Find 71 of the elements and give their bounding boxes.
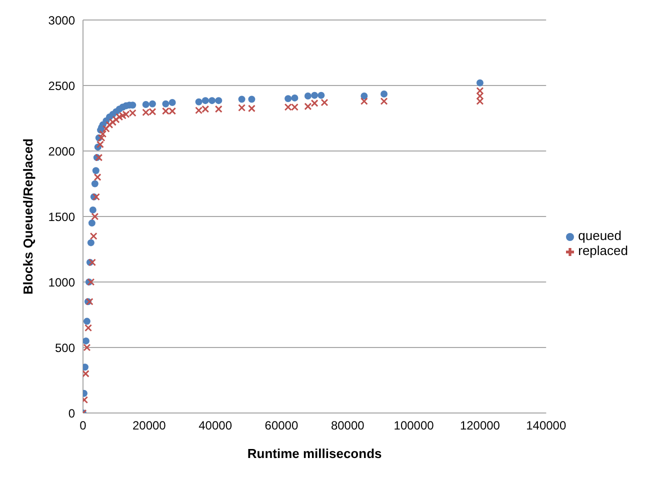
point	[215, 97, 222, 104]
point	[98, 134, 106, 142]
point	[476, 97, 484, 105]
point	[291, 94, 298, 102]
point	[304, 92, 312, 100]
x-tick-label: 140000	[526, 418, 566, 433]
point	[83, 344, 91, 352]
point	[91, 180, 98, 188]
point	[476, 86, 484, 94]
x-tick-label: 40000	[198, 418, 232, 433]
point	[360, 92, 368, 100]
point	[311, 92, 318, 99]
point	[112, 116, 120, 124]
point	[248, 104, 256, 112]
x-tick-label: 20000	[132, 418, 166, 433]
point	[88, 258, 96, 266]
y-tick-label: 1000	[48, 275, 76, 290]
y-tick-label: 2000	[48, 144, 76, 158]
y-axis-title: Blocks Queued/Replaced	[20, 138, 36, 295]
x-tick-label: 100000	[394, 418, 434, 433]
point	[92, 167, 100, 174]
point	[162, 100, 170, 108]
point	[318, 92, 325, 99]
point	[99, 130, 107, 138]
point	[360, 97, 368, 105]
point	[102, 124, 110, 132]
point	[92, 193, 100, 201]
point	[142, 100, 150, 108]
point	[320, 98, 328, 106]
point	[476, 92, 484, 100]
point	[202, 97, 209, 104]
y-tick-label: 1500	[48, 210, 76, 224]
point	[168, 99, 176, 106]
point	[248, 96, 256, 103]
point	[94, 173, 102, 181]
point	[214, 105, 222, 113]
point	[195, 98, 202, 106]
point	[380, 90, 388, 98]
point	[380, 97, 388, 105]
point	[84, 324, 92, 332]
point	[148, 100, 156, 108]
point	[476, 79, 484, 86]
x-tick-label: 120000	[460, 418, 500, 433]
point	[109, 118, 117, 126]
point	[88, 220, 96, 227]
point	[284, 95, 292, 102]
point	[83, 318, 90, 325]
point	[90, 232, 98, 240]
legend-label: replaced	[578, 243, 628, 258]
x-tick-label: 80000	[330, 418, 365, 433]
x-tick-label: 60000	[264, 418, 298, 433]
x-axis-title: Runtime milliseconds	[247, 446, 382, 461]
y-tick-label: 500	[54, 340, 76, 355]
y-tick-label: 0	[68, 406, 76, 420]
point	[118, 112, 126, 120]
point	[83, 370, 90, 378]
point	[238, 96, 246, 103]
point	[87, 278, 95, 286]
y-tick-label: 2500	[48, 78, 76, 93]
point	[96, 140, 104, 148]
point	[89, 206, 96, 214]
point	[83, 337, 90, 344]
y-tick-label: 3000	[48, 13, 76, 28]
legend-label: queued	[578, 228, 622, 243]
point	[208, 97, 216, 104]
point	[95, 154, 103, 162]
point	[238, 104, 246, 112]
point	[87, 239, 94, 246]
point	[91, 212, 99, 220]
point	[106, 121, 114, 129]
x-tick-label: 0	[80, 418, 87, 433]
